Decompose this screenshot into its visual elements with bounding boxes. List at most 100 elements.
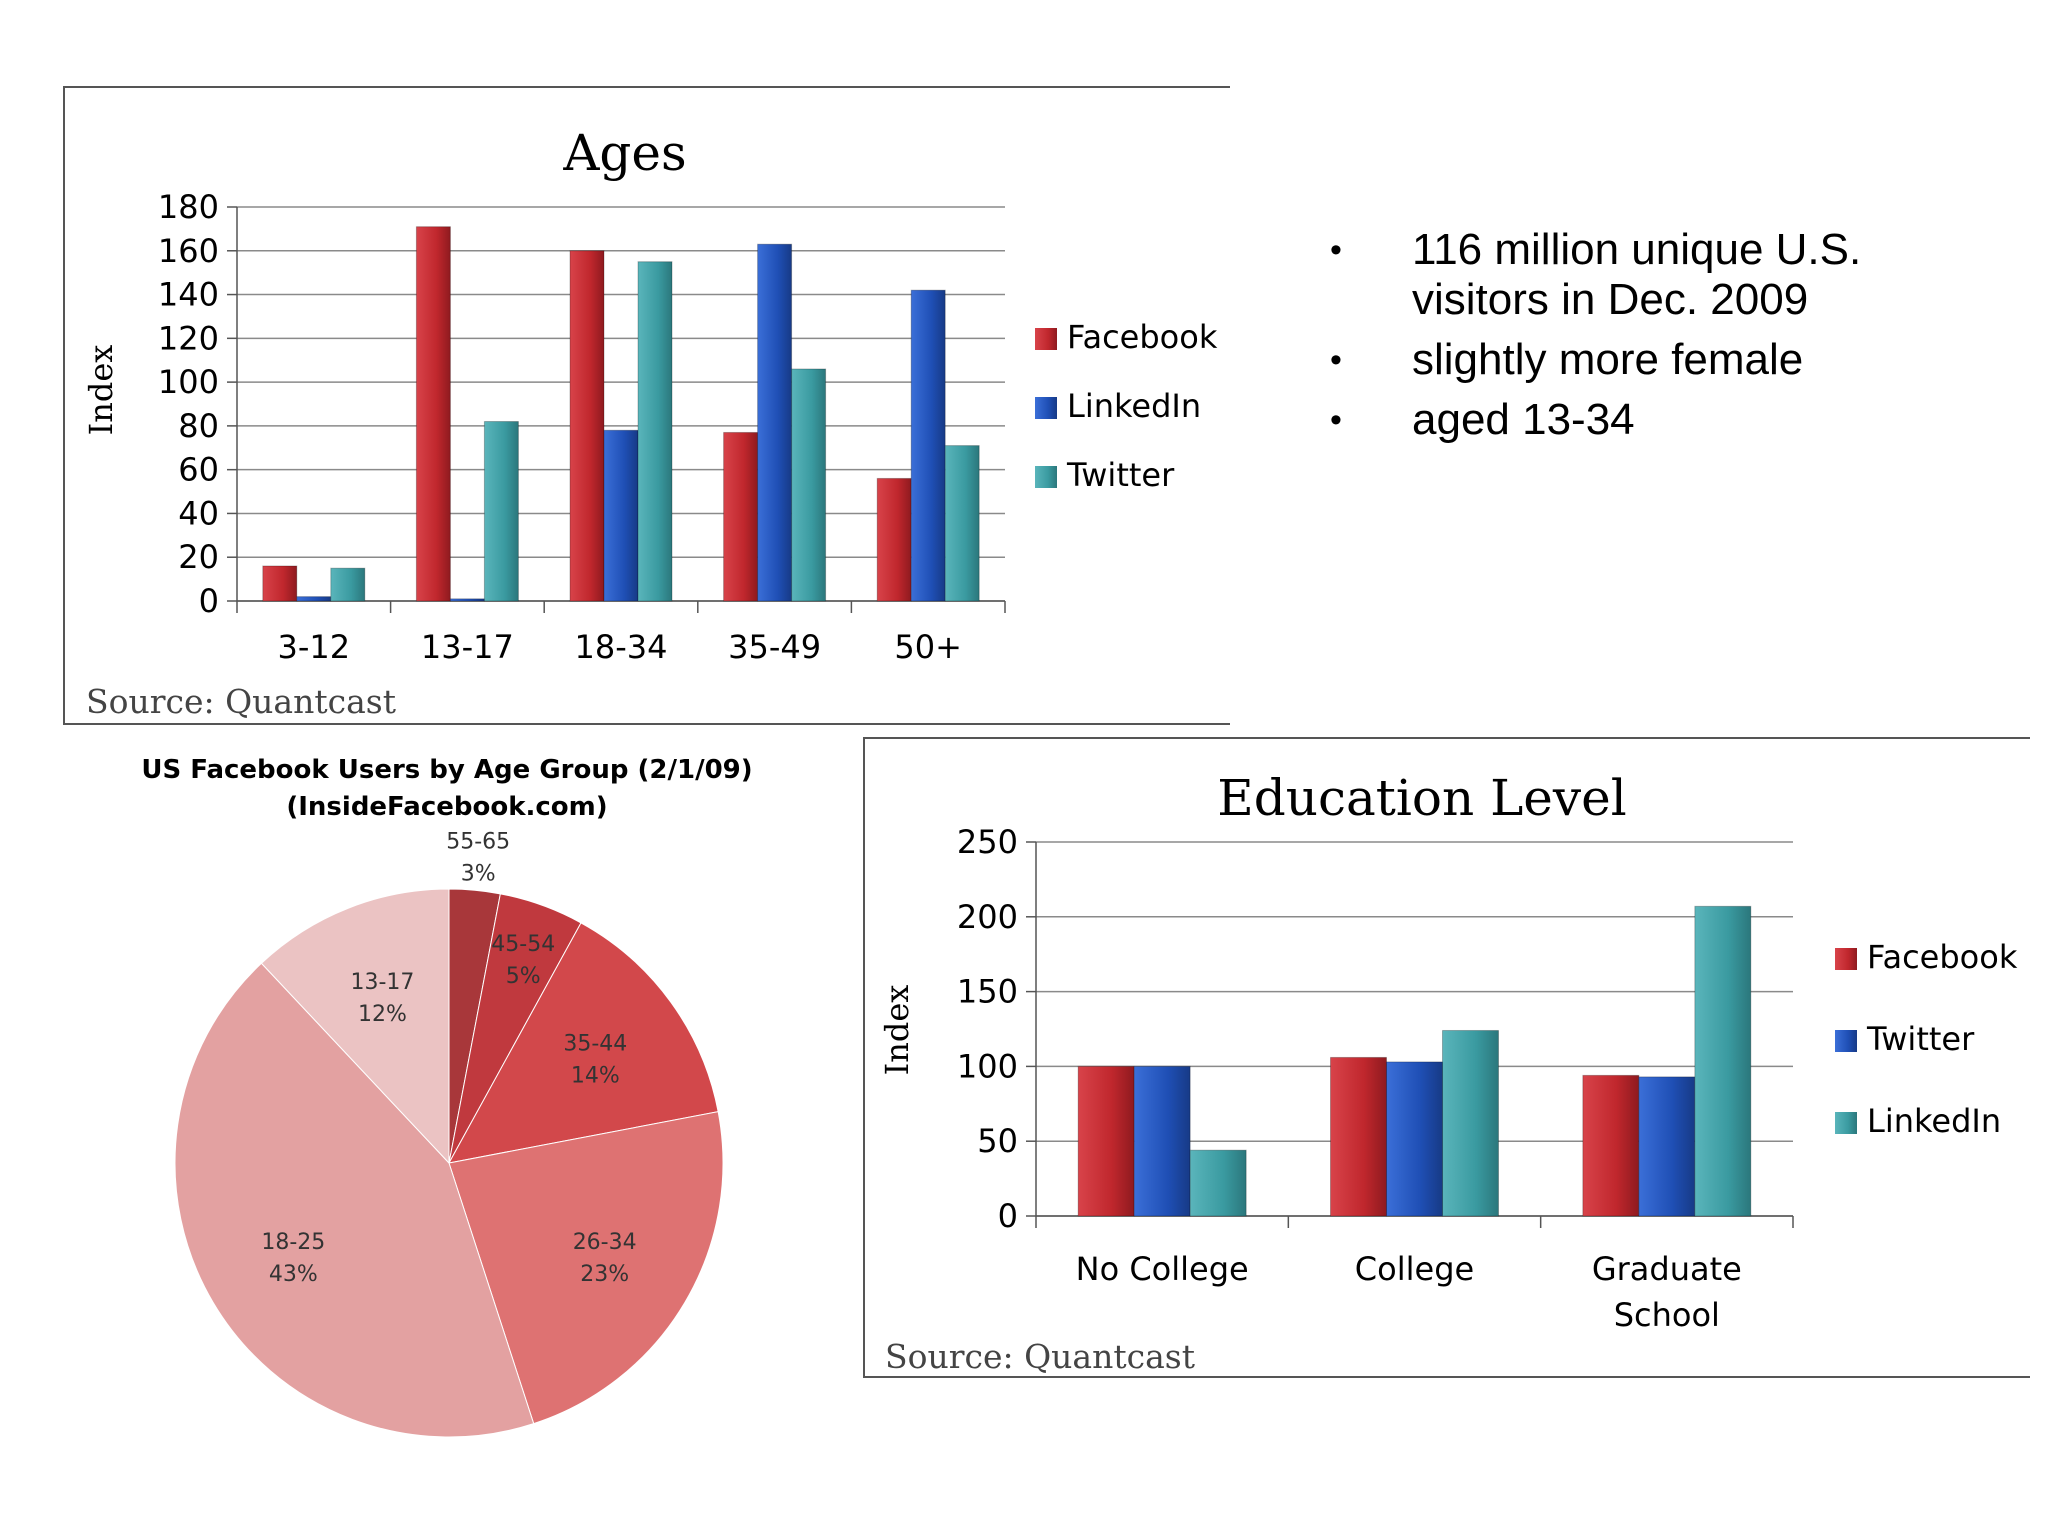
ages-y-axis-label: Index	[82, 345, 120, 436]
bar-facebook-3-12	[262, 565, 298, 602]
pie-slice-label: 45-54	[491, 932, 555, 957]
bar-twitter-13-17	[483, 421, 519, 602]
y-tick-label: 180	[158, 188, 219, 226]
legend-label-twitter: Twitter	[1066, 456, 1175, 494]
legend-swatch-twitter	[1835, 1030, 1857, 1052]
bullet-text: aged 13-34	[1412, 395, 1635, 444]
bullet-glyph: •	[1330, 231, 1342, 269]
bar-facebook-graduate-school	[1582, 1074, 1640, 1217]
pie-slice-26-34	[448, 1111, 724, 1425]
ages-source-note: Source: Quantcast	[86, 682, 396, 721]
ages-x-ticks: 3-12 13-17 18-34 35-49 50+	[277, 628, 961, 666]
y-tick-label: 60	[178, 451, 219, 489]
legend-swatch-twitter	[1035, 466, 1057, 488]
bar-twitter-35-49	[791, 368, 827, 602]
pie-slice-percent: 23%	[580, 1262, 629, 1287]
education-legend: Facebook Twitter LinkedIn	[1835, 938, 2018, 1140]
legend-swatch-facebook	[1835, 948, 1857, 970]
bar-twitter-3-12	[330, 567, 366, 602]
bar-facebook-13-17	[415, 226, 451, 602]
bar-facebook-college	[1330, 1056, 1387, 1217]
y-tick-label: 40	[178, 494, 219, 532]
bar-twitter-no-college	[1133, 1065, 1191, 1217]
bar-twitter-50-	[944, 445, 980, 602]
x-tick-label: Graduate	[1592, 1250, 1742, 1288]
y-tick-label: 120	[158, 319, 219, 357]
bullet-glyph: •	[1330, 341, 1342, 379]
pie-slice-percent: 12%	[358, 1002, 407, 1027]
y-tick-label: 140	[158, 276, 219, 314]
pie-labels: 55-65 3% 45-54 5% 35-44 14% 26-34 23% 18-25 43% 13…	[261, 829, 636, 1287]
bullet-text: 116 million unique U.S. visitors in Dec.…	[1412, 225, 1862, 324]
legend-label-facebook: Facebook	[1067, 318, 1218, 356]
x-tick-label: School	[1614, 1296, 1720, 1334]
bar-linkedin-50-	[910, 289, 946, 602]
bar-linkedin-graduate-school	[1694, 905, 1752, 1217]
pie-slice-35-44	[448, 922, 719, 1164]
bar-linkedin-13-17	[449, 598, 485, 602]
legend-label-linkedin: LinkedIn	[1867, 1102, 2001, 1140]
education-chart-frame	[863, 737, 2030, 1378]
legend-label-facebook: Facebook	[1867, 938, 2018, 976]
bar-facebook-35-49	[723, 431, 759, 602]
y-tick-label: 250	[957, 823, 1018, 861]
pie-chart-title: US Facebook Users by Age Group (2/1/09)	[141, 755, 752, 785]
legend-swatch-linkedin	[1835, 1112, 1857, 1134]
bar-facebook-50-	[876, 477, 912, 602]
ages-y-ticks: 0 20 40 60 80 100 120 140 160 180	[158, 188, 219, 620]
pie-slice-percent: 5%	[506, 964, 541, 989]
y-tick-label: 150	[957, 973, 1018, 1011]
bar-linkedin-no-college	[1189, 1149, 1247, 1217]
ages-bars	[262, 226, 980, 602]
pie-slice-label: 13-17	[350, 970, 414, 995]
x-tick-label: College	[1355, 1250, 1474, 1288]
x-tick-label: 35-49	[728, 628, 821, 666]
pie-slice-13-17	[260, 888, 450, 1165]
bullet-item: • aged 13-34	[1330, 395, 1970, 445]
y-tick-label: 100	[158, 363, 219, 401]
pie-slices	[174, 888, 724, 1438]
bar-twitter-18-34	[637, 261, 673, 602]
education-x-ticks: No College College Graduate School	[1076, 1250, 1742, 1334]
bullet-list: • 116 million unique U.S. visitors in De…	[1330, 225, 1970, 455]
pie-slice-percent: 3%	[461, 861, 496, 886]
x-tick-label: No College	[1076, 1250, 1249, 1288]
pie-slice-18-25	[174, 962, 535, 1438]
y-tick-label: 0	[998, 1197, 1018, 1235]
education-chart: Education Level Index 0 50 100 150 200 250 No…	[863, 737, 2030, 1378]
y-tick-label: 0	[199, 582, 219, 620]
x-tick-label: 18-34	[575, 628, 668, 666]
pie-chart: US Facebook Users by Age Group (2/1/09) …	[141, 755, 753, 1438]
pie-chart-subtitle: (InsideFacebook.com)	[286, 792, 607, 822]
bullet-item: • 116 million unique U.S. visitors in De…	[1330, 225, 1970, 325]
x-tick-label: 50+	[894, 628, 962, 666]
legend-label-twitter: Twitter	[1866, 1020, 1975, 1058]
bar-twitter-college	[1386, 1061, 1443, 1217]
legend-swatch-linkedin	[1035, 397, 1057, 419]
y-tick-label: 80	[178, 407, 219, 445]
education-y-ticks: 0 50 100 150 200 250	[957, 823, 1018, 1235]
bar-linkedin-35-49	[757, 243, 793, 602]
y-tick-label: 160	[158, 232, 219, 270]
pie-slice-percent: 14%	[571, 1064, 620, 1089]
pie-slice-label: 35-44	[563, 1032, 627, 1057]
x-tick-label: 3-12	[277, 628, 350, 666]
y-tick-label: 50	[977, 1122, 1018, 1160]
ages-chart-title: Ages	[562, 124, 686, 182]
bullet-text: slightly more female	[1412, 335, 1804, 384]
bar-facebook-no-college	[1077, 1065, 1135, 1217]
bar-linkedin-18-34	[603, 429, 639, 602]
y-tick-label: 200	[957, 898, 1018, 936]
pie-slice-percent: 43%	[269, 1262, 318, 1287]
y-tick-label: 20	[178, 538, 219, 576]
y-tick-label: 100	[957, 1047, 1018, 1085]
bar-linkedin-college	[1442, 1029, 1499, 1217]
ages-chart: Ages Index 0 20 40 60 80 100 120 140 160 180 3-12…	[63, 86, 1230, 725]
ages-legend: Facebook LinkedIn Twitter	[1035, 318, 1218, 494]
pie-slice-label: 26-34	[573, 1230, 637, 1255]
pie-slice-label: 18-25	[261, 1230, 325, 1255]
x-tick-label: 13-17	[421, 628, 514, 666]
bar-twitter-graduate-school	[1638, 1076, 1696, 1217]
education-source-note: Source: Quantcast	[885, 1337, 1195, 1376]
